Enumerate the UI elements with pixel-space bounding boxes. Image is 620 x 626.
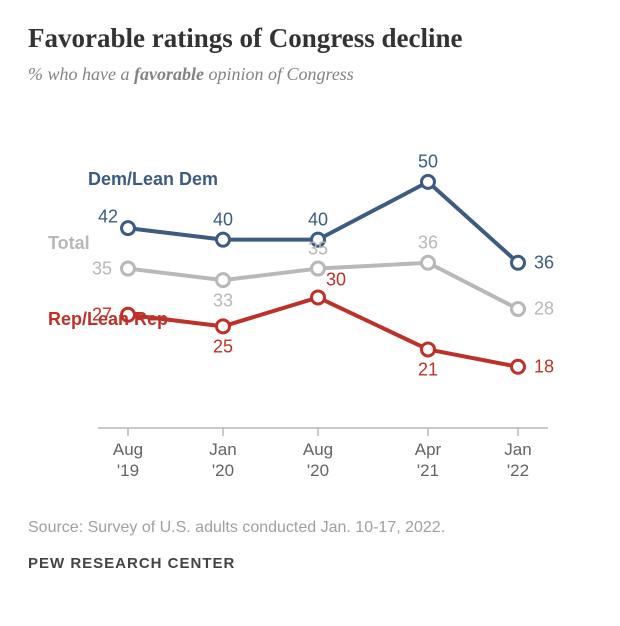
x-axis-label: Aug'19 bbox=[113, 440, 143, 481]
subtitle-prefix: % who have a bbox=[28, 64, 134, 84]
data-point-label: 40 bbox=[308, 210, 328, 231]
chart-area: Aug'19 Jan'20 Aug'20 Apr'21 Jan'22 42 40 40 50 36… bbox=[28, 103, 592, 503]
data-point-label: 36 bbox=[534, 253, 554, 274]
subtitle-suffix: opinion of Congress bbox=[204, 64, 354, 84]
data-point-label: 42 bbox=[98, 206, 118, 227]
data-point-label: 25 bbox=[213, 336, 233, 357]
chart-subtitle: % who have a favorable opinion of Congre… bbox=[28, 64, 592, 85]
x-axis-label: Apr'21 bbox=[415, 440, 441, 481]
chart-title: Favorable ratings of Congress decline bbox=[28, 22, 592, 54]
x-axis-label: Jan'22 bbox=[504, 440, 531, 481]
x-axis-label: Aug'20 bbox=[303, 440, 333, 481]
data-point-label: 50 bbox=[418, 152, 438, 173]
source-note: Source: Survey of U.S. adults conducted … bbox=[28, 519, 592, 537]
data-point-label: 35 bbox=[92, 258, 112, 279]
x-axis-label: Jan'20 bbox=[209, 440, 236, 481]
data-point-label: 21 bbox=[418, 359, 438, 380]
series-label: Rep/Lean Rep bbox=[48, 309, 168, 330]
data-point-label: 33 bbox=[213, 290, 233, 311]
attribution: PEW RESEARCH CENTER bbox=[28, 555, 592, 572]
data-point-label: 28 bbox=[534, 299, 554, 320]
series-label: Total bbox=[48, 233, 90, 254]
subtitle-emphasis: favorable bbox=[134, 64, 204, 84]
data-point-label: 36 bbox=[418, 233, 438, 254]
data-point-label: 35 bbox=[308, 238, 328, 259]
data-point-label: 40 bbox=[213, 210, 233, 231]
data-point-label: 18 bbox=[534, 357, 554, 378]
series-label: Dem/Lean Dem bbox=[88, 169, 218, 190]
data-point-label: 30 bbox=[326, 269, 346, 290]
